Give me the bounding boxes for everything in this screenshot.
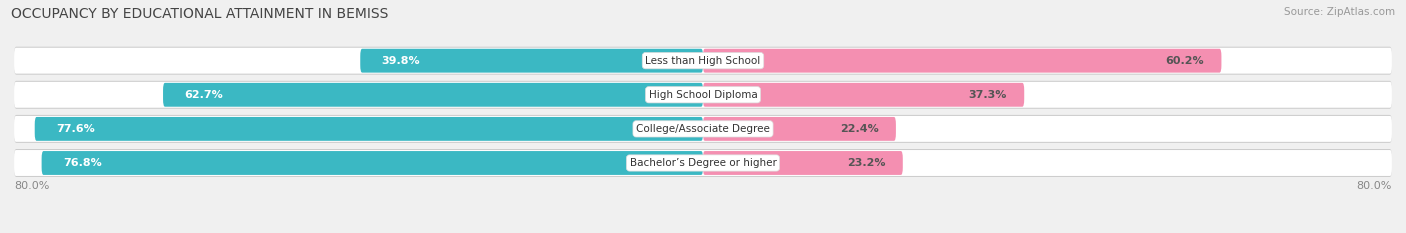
Text: 37.3%: 37.3%: [969, 90, 1007, 100]
Text: 60.2%: 60.2%: [1166, 56, 1204, 66]
FancyBboxPatch shape: [703, 151, 903, 175]
FancyBboxPatch shape: [14, 82, 1392, 108]
Text: OCCUPANCY BY EDUCATIONAL ATTAINMENT IN BEMISS: OCCUPANCY BY EDUCATIONAL ATTAINMENT IN B…: [11, 7, 388, 21]
Text: Bachelor’s Degree or higher: Bachelor’s Degree or higher: [630, 158, 776, 168]
Text: 22.4%: 22.4%: [839, 124, 879, 134]
FancyBboxPatch shape: [703, 117, 896, 141]
FancyBboxPatch shape: [14, 116, 1392, 142]
FancyBboxPatch shape: [35, 117, 703, 141]
Text: 76.8%: 76.8%: [63, 158, 101, 168]
FancyBboxPatch shape: [14, 81, 1392, 109]
Text: 62.7%: 62.7%: [184, 90, 224, 100]
FancyBboxPatch shape: [14, 115, 1392, 143]
FancyBboxPatch shape: [14, 149, 1392, 177]
FancyBboxPatch shape: [14, 150, 1392, 176]
Text: Less than High School: Less than High School: [645, 56, 761, 66]
FancyBboxPatch shape: [14, 47, 1392, 75]
FancyBboxPatch shape: [42, 151, 703, 175]
Text: 80.0%: 80.0%: [14, 182, 49, 191]
FancyBboxPatch shape: [360, 49, 703, 73]
Text: High School Diploma: High School Diploma: [648, 90, 758, 100]
Text: 39.8%: 39.8%: [382, 56, 420, 66]
Text: 80.0%: 80.0%: [1357, 182, 1392, 191]
Legend: Owner-occupied, Renter-occupied: Owner-occupied, Renter-occupied: [589, 230, 817, 233]
FancyBboxPatch shape: [14, 48, 1392, 74]
Text: 23.2%: 23.2%: [846, 158, 886, 168]
FancyBboxPatch shape: [163, 83, 703, 107]
Text: 77.6%: 77.6%: [56, 124, 96, 134]
Text: College/Associate Degree: College/Associate Degree: [636, 124, 770, 134]
FancyBboxPatch shape: [703, 83, 1024, 107]
Text: Source: ZipAtlas.com: Source: ZipAtlas.com: [1284, 7, 1395, 17]
FancyBboxPatch shape: [703, 49, 1222, 73]
